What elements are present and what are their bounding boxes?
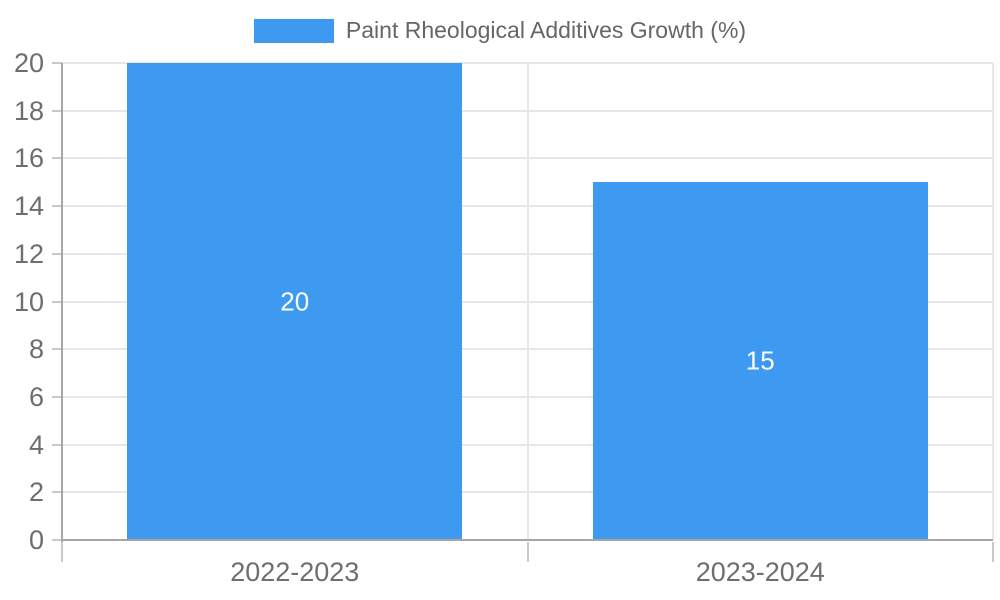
legend-swatch-icon [253, 18, 334, 43]
bar-value-label: 15 [745, 345, 775, 376]
y-axis-tick [52, 539, 62, 541]
x-axis-tick [992, 542, 994, 562]
bar[interactable] [592, 182, 928, 540]
y-axis-tick [52, 443, 62, 446]
y-tick-label: 12 [13, 238, 44, 269]
x-tick-label: 2022-2023 [230, 557, 360, 587]
y-axis-tick [52, 62, 62, 64]
x-tick-label: 2023-2024 [695, 557, 825, 587]
y-axis-tick [52, 491, 62, 494]
y-tick-label: 4 [28, 429, 44, 460]
x-gridline [992, 63, 994, 540]
legend: Paint Rheological Additives Growth (%) [0, 17, 1000, 44]
x-axis-tick [61, 542, 63, 562]
y-tick-label: 2 [28, 477, 44, 508]
legend-item[interactable]: Paint Rheological Additives Growth (%) [253, 17, 747, 44]
y-tick-label: 8 [28, 334, 44, 365]
y-axis-tick [52, 300, 62, 303]
y-axis-tick [52, 252, 62, 255]
y-axis-tick [52, 395, 62, 398]
y-tick-label: 6 [28, 381, 44, 412]
y-tick-label: 16 [13, 143, 44, 174]
y-tick-label: 20 [13, 48, 44, 78]
y-axis-line [61, 63, 63, 542]
y-tick-label: 10 [13, 286, 44, 317]
legend-label: Paint Rheological Additives Growth (%) [345, 17, 747, 43]
y-axis-tick [52, 109, 62, 112]
y-tick-label: 0 [28, 525, 44, 555]
y-tick-label: 14 [13, 191, 44, 222]
x-gridline [526, 63, 529, 540]
bar[interactable] [127, 63, 463, 540]
x-axis-tick [526, 542, 529, 562]
y-axis-tick [52, 205, 62, 208]
x-axis-line [62, 539, 993, 541]
y-axis-tick [52, 348, 62, 351]
bar-value-label: 20 [280, 286, 310, 316]
y-tick-label: 18 [13, 95, 44, 126]
y-axis-tick [52, 157, 62, 160]
